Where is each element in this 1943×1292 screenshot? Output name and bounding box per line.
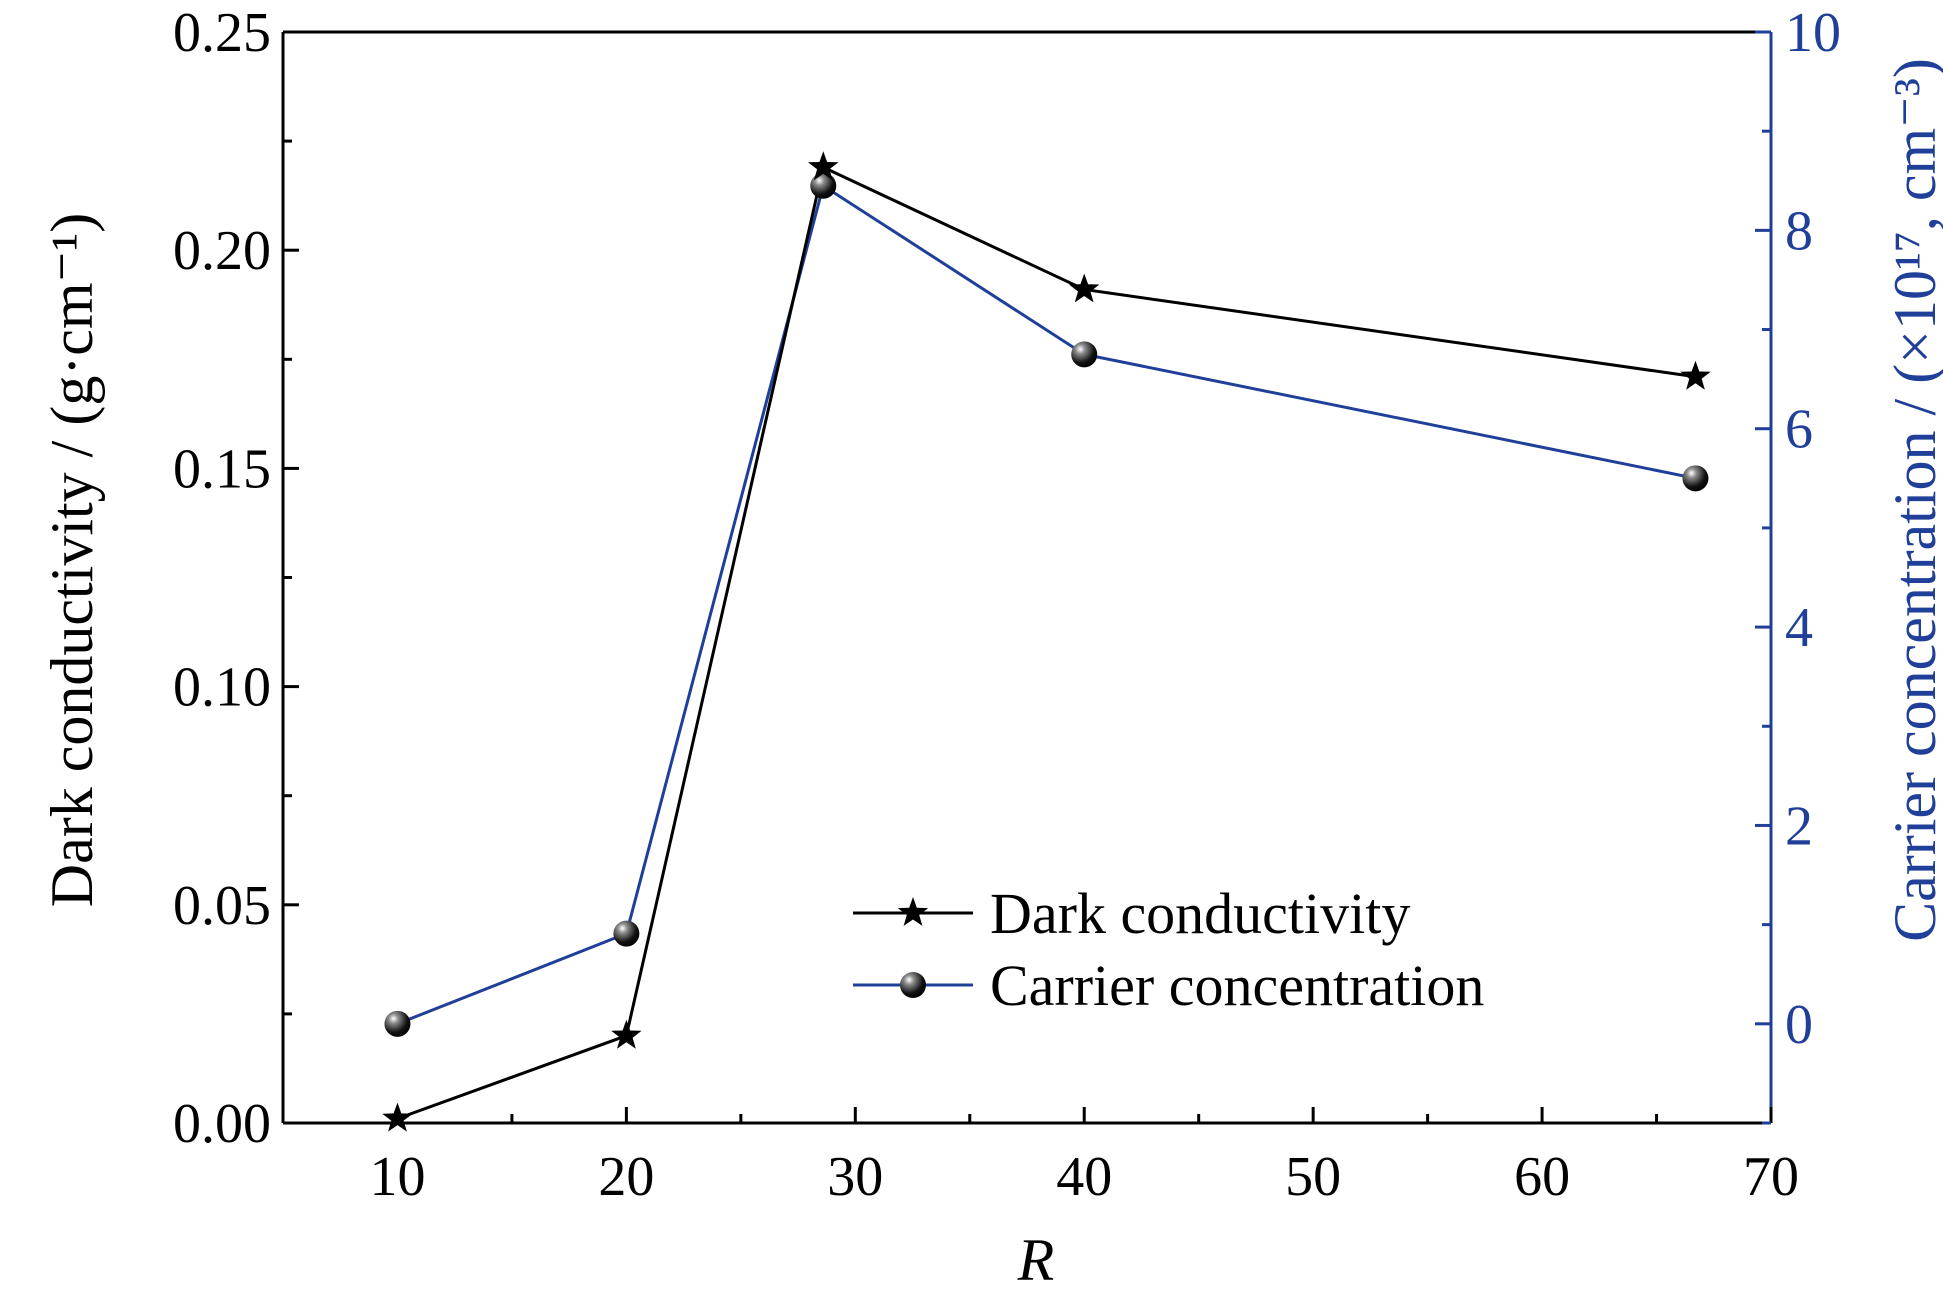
- data-point-carrier-concentration: [384, 1010, 411, 1037]
- data-point-carrier-concentration: [1682, 465, 1709, 492]
- data-point-carrier-concentration: [1071, 341, 1098, 368]
- data-point-dark-conductivity: [1680, 360, 1711, 390]
- y-left-tick-label: 0.20: [173, 220, 271, 282]
- y-left-tick-label: 0.15: [173, 438, 271, 500]
- data-point-dark-conductivity: [611, 1019, 642, 1049]
- y-right-tick-label: 10: [1785, 2, 1841, 64]
- y-right-tick-label: 4: [1785, 597, 1813, 659]
- y-left-tick-label: 0.25: [173, 2, 271, 64]
- y-right-tick-label: 0: [1785, 994, 1813, 1056]
- x-tick-label: 70: [1743, 1146, 1799, 1208]
- y-left-tick-label: 0.00: [173, 1093, 271, 1155]
- x-tick-label: 50: [1285, 1146, 1341, 1208]
- y-left-tick-label: 0.10: [173, 657, 271, 719]
- plot-frame-background: [283, 32, 1771, 1123]
- legend-ball-marker: [900, 972, 926, 998]
- y-right-tick-label: 2: [1785, 795, 1813, 857]
- x-tick-label: 60: [1514, 1146, 1570, 1208]
- y-axis-left-title: Dark conductivity / (g·cm⁻¹): [39, 213, 105, 907]
- data-point-dark-conductivity: [1069, 273, 1100, 303]
- x-axis-title: R: [1017, 1227, 1055, 1292]
- x-tick-label: 20: [598, 1146, 654, 1208]
- legend-star-marker: [897, 897, 929, 926]
- x-tick-label: 30: [827, 1146, 883, 1208]
- y-right-tick-label: 6: [1785, 399, 1813, 461]
- legend-item-carrier-concentration: Carrier concentration: [853, 953, 1484, 1018]
- y-axis-right-title: Carrier concentration / (×10¹⁷, cm⁻³): [1882, 58, 1943, 942]
- ticks-layer: 10 20 30 40 50 60 70 0.00 0.05 0.10 0.15 0.20 0.25 0 2…: [173, 2, 1841, 1208]
- y-left-tick-label: 0.05: [173, 875, 271, 937]
- legend-label-carrier: Carrier concentration: [990, 953, 1484, 1018]
- y-right-tick-label: 8: [1785, 200, 1813, 262]
- legend: Dark conductivity Carrier concentration: [853, 881, 1484, 1018]
- x-tick-label: 40: [1056, 1146, 1112, 1208]
- legend-item-dark-conductivity: Dark conductivity: [853, 881, 1410, 946]
- x-tick-label: 10: [369, 1146, 425, 1208]
- legend-label-dark: Dark conductivity: [990, 881, 1410, 946]
- data-point-carrier-concentration: [810, 172, 837, 199]
- data-point-carrier-concentration: [613, 920, 640, 947]
- data-point-dark-conductivity: [808, 151, 839, 181]
